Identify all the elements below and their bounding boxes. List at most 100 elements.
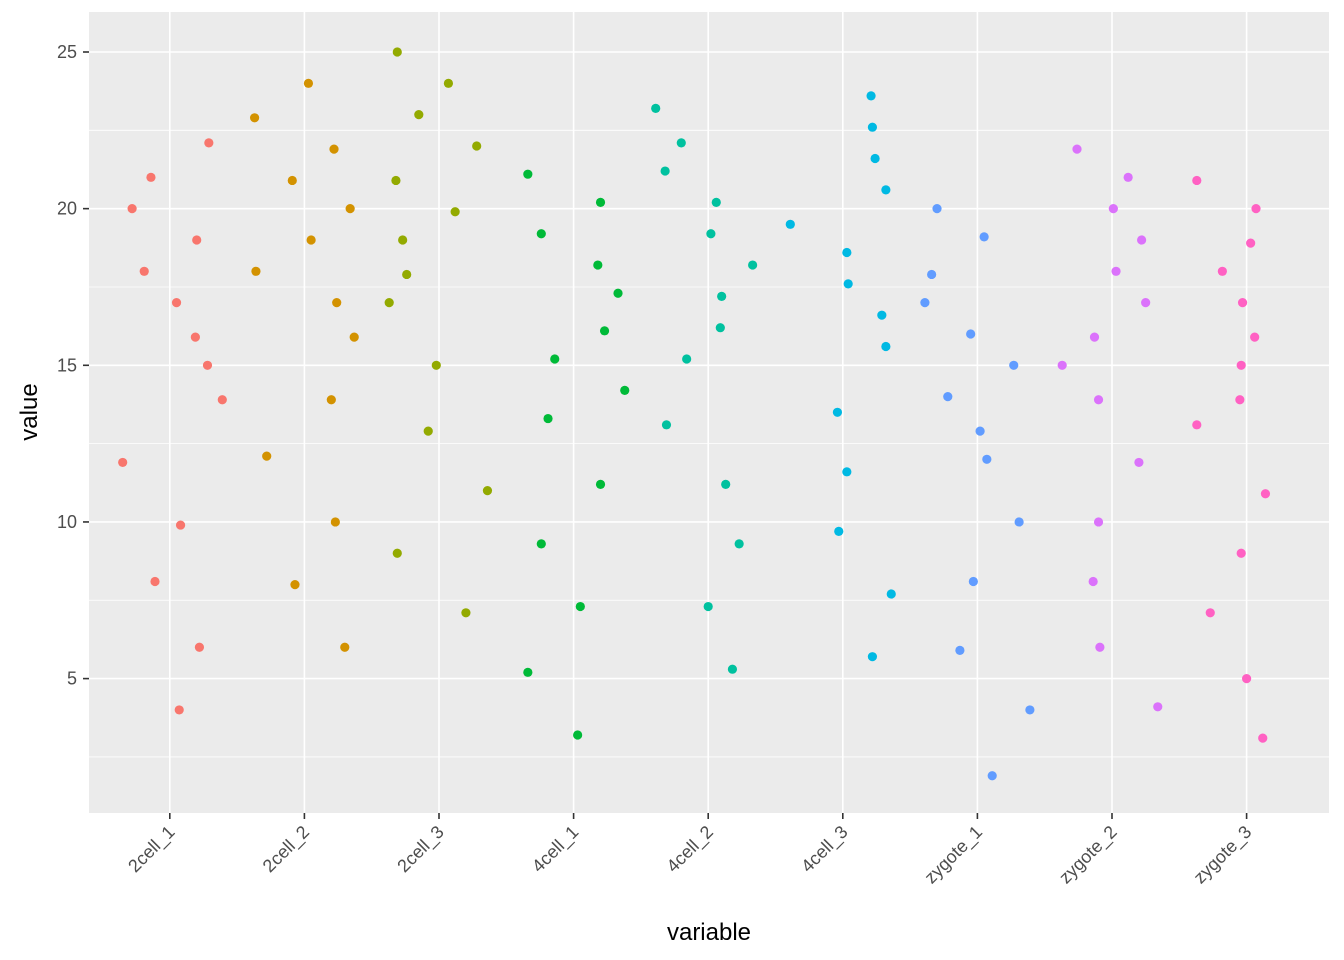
data-point: [543, 413, 553, 424]
data-point: [886, 589, 896, 599]
data-point: [523, 667, 533, 677]
data-point: [118, 457, 128, 468]
data-point: [349, 332, 359, 342]
data-point: [329, 144, 339, 154]
data-point: [1217, 266, 1227, 276]
data-point: [727, 664, 738, 674]
data-point: [1093, 517, 1104, 527]
data-point: [1237, 298, 1248, 308]
data-point: [303, 78, 314, 88]
data-point: [249, 113, 260, 123]
data-point: [932, 204, 942, 214]
data-point: [146, 172, 156, 182]
data-point: [734, 539, 744, 549]
data-point: [920, 298, 930, 308]
data-point: [1072, 144, 1082, 154]
data-point: [1134, 457, 1144, 468]
data-point: [423, 426, 433, 436]
data-point: [715, 323, 725, 333]
data-point: [1137, 235, 1147, 245]
data-point: [287, 175, 297, 186]
data-point: [979, 232, 989, 242]
data-point: [1123, 172, 1133, 182]
data-point: [1057, 360, 1067, 370]
data-point: [866, 91, 876, 101]
data-point: [1192, 175, 1202, 186]
data-point: [842, 467, 852, 477]
data-point: [251, 266, 261, 276]
data-point: [290, 580, 300, 590]
data-point: [202, 360, 213, 370]
data-point: [550, 354, 560, 364]
data-point: [332, 298, 342, 308]
data-point: [785, 219, 795, 229]
data-point: [414, 110, 424, 120]
data-point: [1192, 420, 1202, 430]
data-point: [676, 138, 686, 148]
data-point: [1260, 489, 1271, 499]
data-point: [1236, 548, 1246, 558]
data-point: [573, 730, 583, 740]
data-point: [1235, 395, 1245, 405]
data-point: [326, 395, 336, 405]
data-point: [1258, 733, 1268, 743]
data-points: [118, 47, 1271, 781]
major-gridlines: [89, 12, 1329, 813]
data-point: [1251, 204, 1261, 214]
data-point: [402, 269, 412, 280]
data-point: [943, 392, 953, 402]
data-point: [867, 652, 878, 662]
y-axis-title: value: [16, 383, 43, 440]
data-point: [834, 526, 844, 536]
data-point: [613, 288, 623, 298]
data-point: [1089, 332, 1100, 342]
data-point: [717, 291, 727, 301]
data-point: [1025, 705, 1035, 715]
data-point: [262, 451, 272, 461]
data-point: [1095, 642, 1105, 652]
data-point: [392, 47, 402, 57]
data-point: [843, 279, 853, 289]
data-point: [595, 479, 606, 489]
data-point: [345, 204, 355, 214]
data-point: [987, 771, 997, 781]
data-point: [1153, 702, 1163, 712]
data-point: [711, 197, 721, 207]
y-axis: 5 10 15 20 25: [57, 42, 89, 689]
data-point: [523, 169, 533, 179]
y-tick-label: 25: [57, 42, 77, 62]
data-point: [450, 207, 460, 217]
data-point: [1246, 238, 1256, 248]
data-point: [661, 420, 672, 430]
data-point: [139, 266, 149, 276]
data-point: [966, 329, 976, 339]
data-point: [927, 269, 937, 280]
data-point: [306, 235, 316, 245]
data-point: [194, 642, 205, 652]
data-point: [1242, 674, 1252, 684]
data-point: [870, 153, 880, 164]
data-point: [217, 395, 227, 405]
data-point: [536, 229, 546, 239]
data-point: [595, 197, 606, 207]
data-point: [174, 705, 184, 715]
data-point: [340, 642, 350, 652]
data-point: [1009, 360, 1019, 370]
data-point: [660, 166, 670, 176]
data-point: [384, 298, 394, 308]
data-point: [1088, 576, 1098, 587]
data-point: [832, 407, 843, 417]
data-point: [1250, 332, 1260, 342]
data-point: [620, 385, 630, 395]
data-point: [682, 354, 692, 364]
data-point: [330, 517, 340, 527]
data-point: [1141, 298, 1151, 308]
data-point: [175, 520, 186, 530]
data-point: [192, 235, 202, 245]
data-point: [482, 486, 493, 496]
data-point: [1111, 266, 1121, 276]
y-tick-label: 15: [57, 355, 77, 375]
data-point: [599, 326, 610, 336]
data-point: [982, 454, 992, 464]
